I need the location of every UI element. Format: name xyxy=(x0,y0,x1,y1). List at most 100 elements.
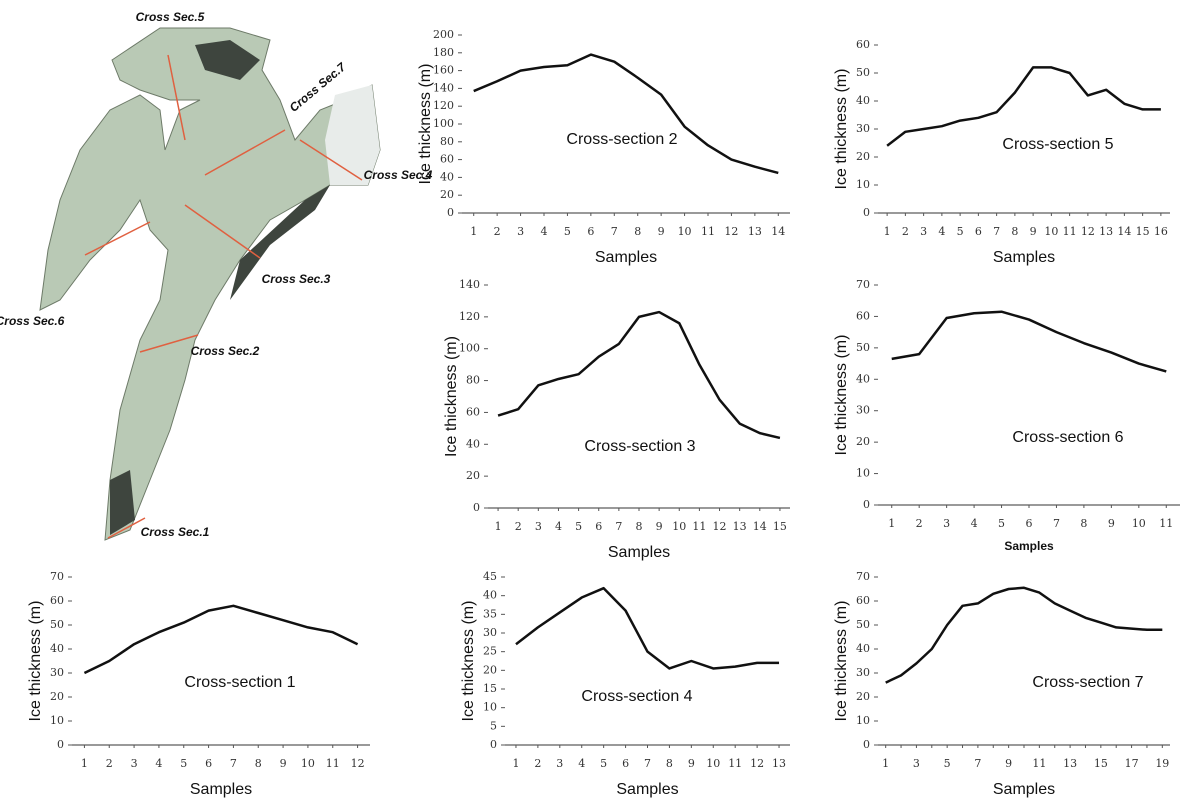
data-line xyxy=(474,55,779,173)
y-axis-label: Ice thickness (m) xyxy=(27,601,44,722)
y-tick-label: 140 xyxy=(433,81,454,94)
y-tick-label: 200 xyxy=(433,28,454,41)
x-tick-label: 2 xyxy=(515,520,522,533)
x-tick-label: 2 xyxy=(106,757,113,770)
y-tick-label: 40 xyxy=(856,94,870,107)
y-tick-label: 40 xyxy=(856,642,870,655)
x-tick-label: 4 xyxy=(555,520,562,533)
x-tick-label: 3 xyxy=(913,757,920,770)
y-axis-label: Ice thickness (m) xyxy=(417,64,434,185)
x-tick-label: 5 xyxy=(575,520,582,533)
y-tick-label: 30 xyxy=(50,666,64,679)
x-tick-label: 17 xyxy=(1125,757,1139,770)
y-tick-label: 40 xyxy=(440,170,454,183)
x-tick-label: 9 xyxy=(658,225,665,238)
x-tick-label: 13 xyxy=(1063,757,1077,770)
y-tick-label: 60 xyxy=(856,594,870,607)
x-tick-label: 6 xyxy=(975,225,982,238)
y-tick-label: 20 xyxy=(466,469,480,482)
x-tick-label: 7 xyxy=(615,520,622,533)
y-tick-label: 50 xyxy=(856,66,870,79)
x-tick-label: 4 xyxy=(938,225,945,238)
annotation: Cross-section 5 xyxy=(1002,136,1113,153)
x-axis-label: Samples xyxy=(608,544,670,561)
y-tick-label: 20 xyxy=(50,690,64,703)
x-tick-label: 4 xyxy=(971,517,978,530)
x-tick-label: 9 xyxy=(656,520,663,533)
map-label: Cross Sec.1 xyxy=(141,525,210,539)
y-axis-label: Ice thickness (m) xyxy=(833,601,850,722)
x-tick-label: 13 xyxy=(748,225,762,238)
x-tick-label: 13 xyxy=(772,757,786,770)
x-tick-label: 7 xyxy=(974,757,981,770)
annotation: Cross-section 6 xyxy=(1012,429,1123,446)
x-tick-label: 4 xyxy=(155,757,162,770)
x-tick-label: 6 xyxy=(595,520,602,533)
y-tick-label: 0 xyxy=(863,206,870,219)
x-tick-label: 19 xyxy=(1155,757,1169,770)
x-tick-label: 10 xyxy=(678,225,692,238)
map-label: Cross Sec.5 xyxy=(136,10,205,24)
x-tick-label: 11 xyxy=(1032,757,1046,770)
x-tick-label: 6 xyxy=(205,757,212,770)
x-axis-label: Samples xyxy=(993,249,1055,266)
x-tick-label: 8 xyxy=(1080,517,1087,530)
x-tick-label: 11 xyxy=(1063,225,1077,238)
y-tick-label: 80 xyxy=(466,374,480,387)
x-tick-label: 3 xyxy=(131,757,138,770)
y-tick-label: 20 xyxy=(856,690,870,703)
x-tick-label: 10 xyxy=(1044,225,1058,238)
x-axis-label: Samples xyxy=(190,781,252,798)
y-tick-label: 10 xyxy=(856,178,870,191)
y-tick-label: 40 xyxy=(856,372,870,385)
y-tick-label: 70 xyxy=(856,278,870,291)
x-axis-label: Samples xyxy=(595,249,657,266)
x-tick-label: 4 xyxy=(578,757,585,770)
y-tick-label: 15 xyxy=(483,682,497,695)
y-axis-label: Ice thickness (m) xyxy=(460,601,477,722)
x-tick-label: 1 xyxy=(512,757,519,770)
x-tick-label: 5 xyxy=(944,757,951,770)
y-tick-label: 25 xyxy=(483,645,497,658)
x-tick-label: 5 xyxy=(600,757,607,770)
data-line xyxy=(84,606,357,673)
x-tick-label: 8 xyxy=(666,757,673,770)
x-tick-label: 4 xyxy=(541,225,548,238)
y-tick-label: 60 xyxy=(50,594,64,607)
x-tick-label: 6 xyxy=(1026,517,1033,530)
annotation: Cross-section 3 xyxy=(584,438,695,455)
x-tick-label: 3 xyxy=(517,225,524,238)
y-tick-label: 50 xyxy=(856,341,870,354)
x-tick-label: 7 xyxy=(611,225,618,238)
y-tick-label: 10 xyxy=(483,701,497,714)
y-tick-label: 60 xyxy=(856,309,870,322)
x-tick-label: 14 xyxy=(1117,225,1131,238)
y-tick-label: 60 xyxy=(440,153,454,166)
x-tick-label: 13 xyxy=(1099,225,1113,238)
y-tick-label: 0 xyxy=(57,738,64,751)
x-tick-label: 2 xyxy=(902,225,909,238)
y-tick-label: 0 xyxy=(490,738,497,751)
y-axis-label: Ice thickness (m) xyxy=(833,69,850,190)
annotation: Cross-section 7 xyxy=(1032,674,1143,691)
y-tick-label: 160 xyxy=(433,64,454,77)
y-tick-label: 35 xyxy=(483,607,497,620)
y-tick-label: 50 xyxy=(856,618,870,631)
y-tick-label: 20 xyxy=(856,150,870,163)
y-tick-label: 60 xyxy=(856,38,870,51)
annotation: Cross-section 4 xyxy=(581,688,692,705)
y-axis-label: Ice thickness (m) xyxy=(833,335,850,456)
y-tick-label: 30 xyxy=(856,404,870,417)
x-tick-label: 12 xyxy=(351,757,365,770)
y-tick-label: 180 xyxy=(433,46,454,59)
y-tick-label: 0 xyxy=(473,501,480,514)
data-line xyxy=(892,312,1167,372)
data-line xyxy=(498,312,780,438)
x-tick-label: 2 xyxy=(916,517,923,530)
x-tick-label: 9 xyxy=(1005,757,1012,770)
y-axis-label: Ice thickness (m) xyxy=(443,336,460,457)
x-tick-label: 12 xyxy=(750,757,764,770)
x-tick-label: 5 xyxy=(564,225,571,238)
y-tick-label: 40 xyxy=(466,437,480,450)
y-tick-label: 0 xyxy=(863,498,870,511)
